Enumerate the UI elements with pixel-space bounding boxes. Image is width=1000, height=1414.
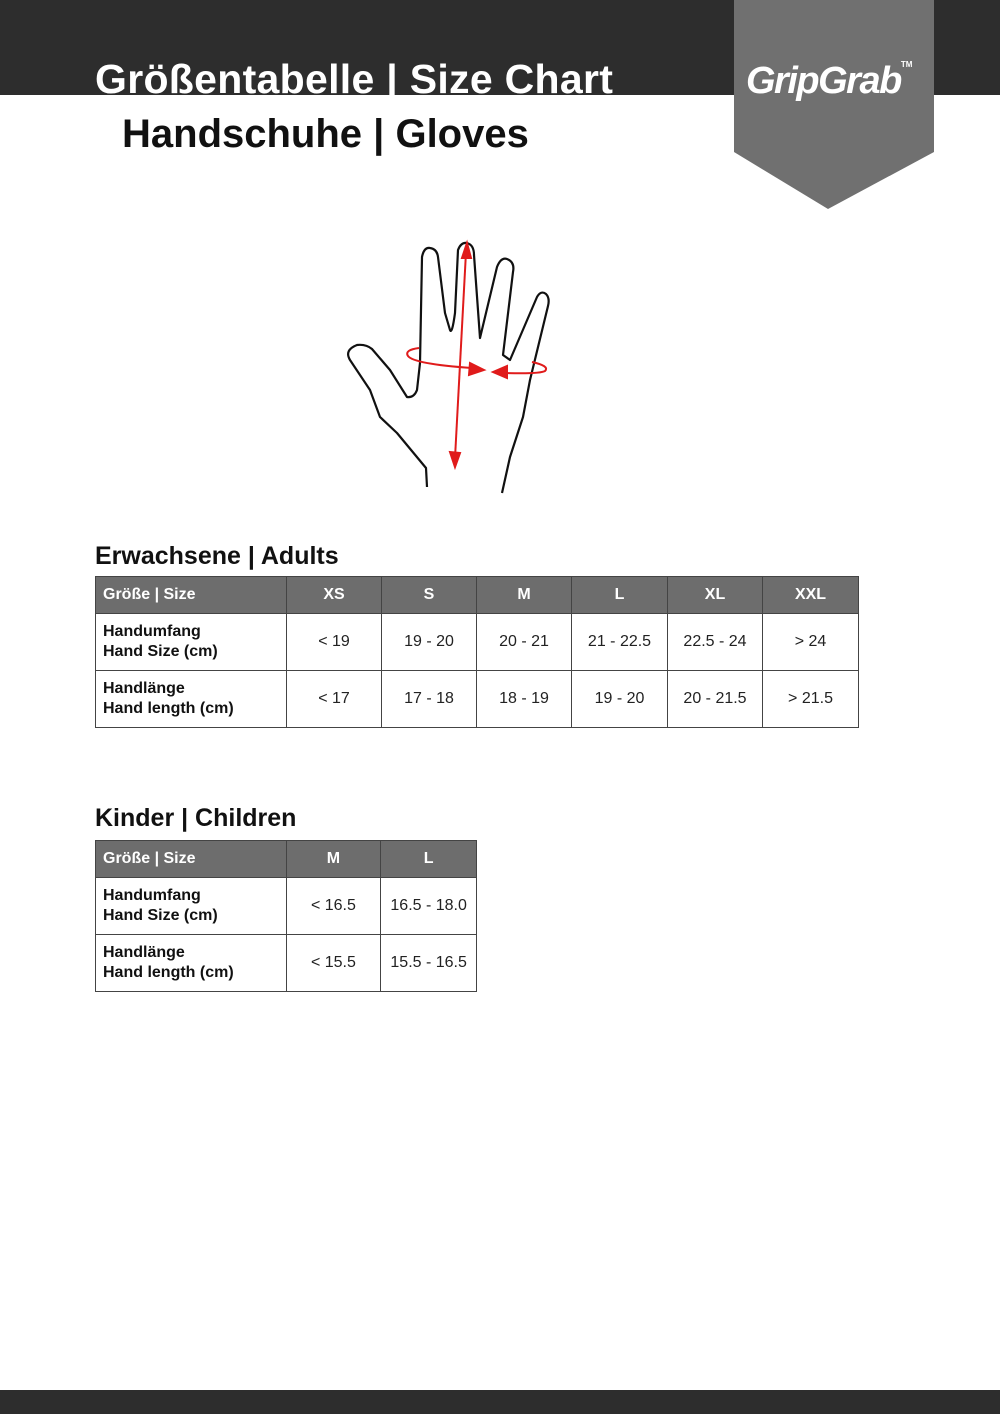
size-header: Größe | Size — [95, 840, 287, 878]
table-header-row: Größe | Size XS S M L XL XXL — [95, 576, 859, 614]
size-header: Größe | Size — [95, 576, 287, 614]
cell: 16.5 - 18.0 — [380, 877, 477, 935]
cell: 18 - 19 — [476, 670, 572, 728]
row-label: Handlänge Hand length (cm) — [95, 670, 287, 728]
size-col: L — [571, 576, 668, 614]
table-row: Handlänge Hand length (cm) < 15.5 15.5 - … — [95, 934, 477, 992]
cell: 22.5 - 24 — [667, 613, 763, 671]
cell: 21 - 22.5 — [571, 613, 668, 671]
children-size-table: Größe | Size M L Handumfang Hand Size (cm… — [95, 840, 477, 992]
cell: > 21.5 — [762, 670, 859, 728]
table-header-row: Größe | Size M L — [95, 840, 477, 878]
size-col: L — [380, 840, 477, 878]
cell: 15.5 - 16.5 — [380, 934, 477, 992]
adults-heading: Erwachsene | Adults — [95, 542, 339, 570]
size-col: XXL — [762, 576, 859, 614]
hand-measurement-icon — [347, 239, 550, 494]
table-row: Handumfang Hand Size (cm) < 16.5 16.5 - 1… — [95, 877, 477, 935]
cell: 20 - 21 — [476, 613, 572, 671]
cell: 19 - 20 — [381, 613, 477, 671]
cell: < 19 — [286, 613, 382, 671]
children-heading: Kinder | Children — [95, 804, 297, 832]
row-label: Handumfang Hand Size (cm) — [95, 877, 287, 935]
adults-size-table: Größe | Size XS S M L XL XXL Handumfang H… — [95, 576, 859, 728]
size-col: XL — [667, 576, 763, 614]
cell: 20 - 21.5 — [667, 670, 763, 728]
table-row: Handlänge Hand length (cm) < 17 17 - 18 1… — [95, 670, 859, 728]
logo-banner — [734, 0, 934, 209]
page-title: Größentabelle | Size Chart — [95, 56, 614, 102]
cell: < 15.5 — [285, 934, 382, 992]
row-label: Handlänge Hand length (cm) — [95, 934, 287, 992]
cell: 17 - 18 — [381, 670, 477, 728]
logo: GripGrabTM — [746, 60, 913, 102]
cell: < 17 — [286, 670, 382, 728]
cell: < 16.5 — [285, 877, 382, 935]
cell: > 24 — [762, 613, 859, 671]
table-row: Handumfang Hand Size (cm) < 19 19 - 20 20… — [95, 613, 859, 671]
footer-band — [0, 1390, 1000, 1414]
page-subtitle: Handschuhe | Gloves — [122, 112, 529, 156]
size-col: S — [381, 576, 477, 614]
size-col: M — [476, 576, 572, 614]
cell: 19 - 20 — [571, 670, 668, 728]
size-col: M — [285, 840, 382, 878]
size-col: XS — [286, 576, 382, 614]
row-label: Handumfang Hand Size (cm) — [95, 613, 287, 671]
